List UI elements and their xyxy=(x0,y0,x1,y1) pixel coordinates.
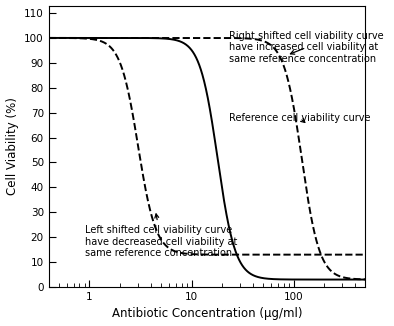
Text: Reference cell viability curve: Reference cell viability curve xyxy=(229,113,371,123)
Text: Left shifted cell viability curve
have decreased cell viability at
same referenc: Left shifted cell viability curve have d… xyxy=(85,214,238,258)
X-axis label: Antibiotic Concentration (μg/ml): Antibiotic Concentration (μg/ml) xyxy=(112,307,302,320)
Text: Right shifted cell viability curve
have increased cell viability at
same referen: Right shifted cell viability curve have … xyxy=(229,31,384,64)
Y-axis label: Cell Viability (%): Cell Viability (%) xyxy=(6,97,19,195)
